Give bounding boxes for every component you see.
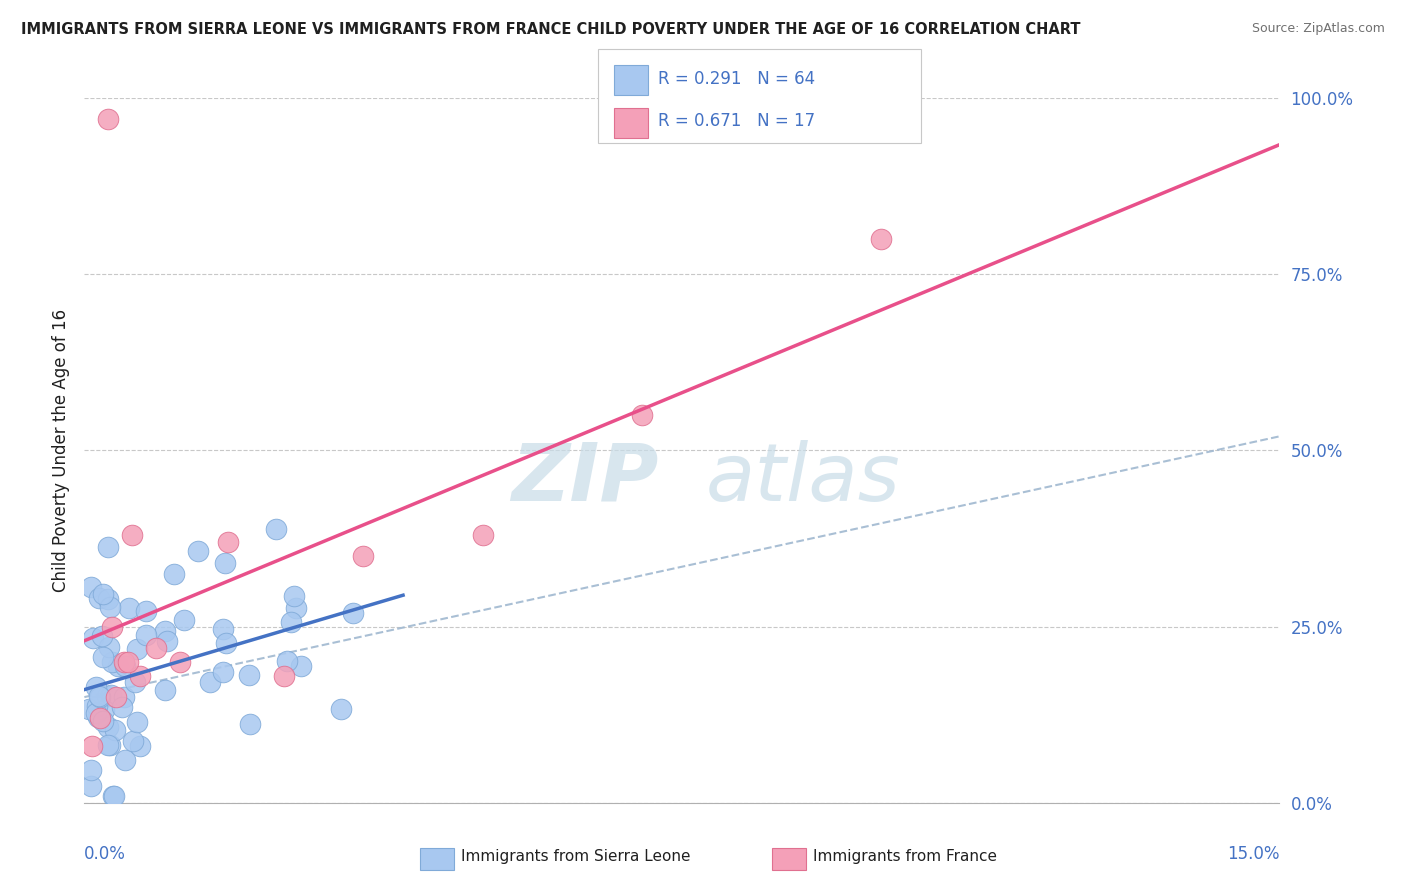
Text: 0.0%: 0.0% (84, 845, 127, 863)
Point (163, 567, 186, 582)
Point (264, 522, 287, 536)
Point (471, 528, 494, 542)
Point (212, 623, 235, 637)
Point (86, 698, 108, 713)
Point (214, 556, 236, 570)
Point (124, 675, 146, 690)
Text: 15.0%: 15.0% (1227, 845, 1279, 863)
Point (91, 649, 114, 664)
Point (101, 655, 124, 669)
Point (79, 763, 101, 777)
Point (215, 636, 238, 650)
Point (84, 706, 107, 720)
Text: Immigrants from France: Immigrants from France (813, 849, 997, 863)
Point (153, 624, 176, 638)
Point (97, 738, 120, 752)
Point (111, 700, 134, 714)
Point (280, 615, 302, 629)
Text: IMMIGRANTS FROM SIERRA LEONE VS IMMIGRANTS FROM FRANCE CHILD POVERTY UNDER THE A: IMMIGRANTS FROM SIERRA LEONE VS IMMIGRAN… (21, 22, 1081, 37)
Point (121, 528, 143, 542)
Point (87, 710, 110, 724)
Point (91, 714, 114, 729)
Text: Immigrants from Sierra Leone: Immigrants from Sierra Leone (461, 849, 690, 863)
Point (104, 723, 127, 738)
Point (89, 591, 111, 605)
Point (290, 659, 312, 673)
Point (98, 640, 121, 654)
Point (80, 779, 103, 793)
Point (97, 720, 120, 734)
Point (103, 789, 125, 803)
Point (91, 630, 114, 644)
Point (91, 587, 114, 601)
Text: ZIP: ZIP (510, 440, 658, 517)
Point (100, 689, 122, 703)
Point (283, 590, 305, 604)
Point (631, 408, 654, 422)
Point (285, 600, 308, 615)
Point (101, 619, 124, 633)
Point (125, 642, 148, 657)
Point (82, 631, 104, 645)
Point (238, 717, 260, 731)
Point (238, 668, 260, 682)
Point (212, 665, 235, 680)
Point (329, 702, 352, 716)
Point (117, 655, 139, 669)
Point (145, 640, 167, 655)
Text: R = 0.291   N = 64: R = 0.291 N = 64 (658, 70, 815, 87)
Point (114, 753, 136, 767)
Text: R = 0.671   N = 17: R = 0.671 N = 17 (658, 112, 815, 130)
Point (118, 600, 141, 615)
Point (96, 591, 118, 606)
Point (114, 658, 136, 673)
Point (93, 703, 115, 717)
Point (273, 669, 295, 683)
Point (107, 658, 129, 673)
Point (870, 232, 893, 246)
Point (276, 655, 298, 669)
Point (101, 789, 124, 803)
Text: Source: ZipAtlas.com: Source: ZipAtlas.com (1251, 22, 1385, 36)
Point (82, 739, 104, 754)
Point (112, 655, 135, 669)
Point (121, 733, 143, 747)
Point (89, 711, 111, 725)
Point (342, 606, 364, 620)
Point (187, 544, 209, 558)
Point (100, 739, 122, 753)
Point (135, 604, 157, 618)
Point (125, 714, 148, 729)
Point (89, 690, 111, 704)
Point (156, 633, 179, 648)
Point (105, 690, 128, 705)
Point (84, 680, 107, 694)
Point (77, 702, 100, 716)
Point (80, 580, 103, 594)
Point (96, 689, 118, 703)
Point (173, 613, 195, 627)
Point (97, 540, 120, 554)
Point (129, 739, 152, 754)
Point (135, 628, 157, 642)
Point (153, 683, 176, 698)
Point (129, 669, 152, 683)
Point (98, 599, 121, 614)
Point (198, 674, 221, 689)
Point (87, 690, 110, 704)
Y-axis label: Child Poverty Under the Age of 16: Child Poverty Under the Age of 16 (52, 309, 70, 592)
Point (352, 549, 374, 564)
Point (169, 655, 191, 669)
Point (217, 535, 239, 549)
Point (112, 690, 135, 705)
Point (97, 112, 120, 127)
Text: atlas: atlas (706, 440, 901, 517)
